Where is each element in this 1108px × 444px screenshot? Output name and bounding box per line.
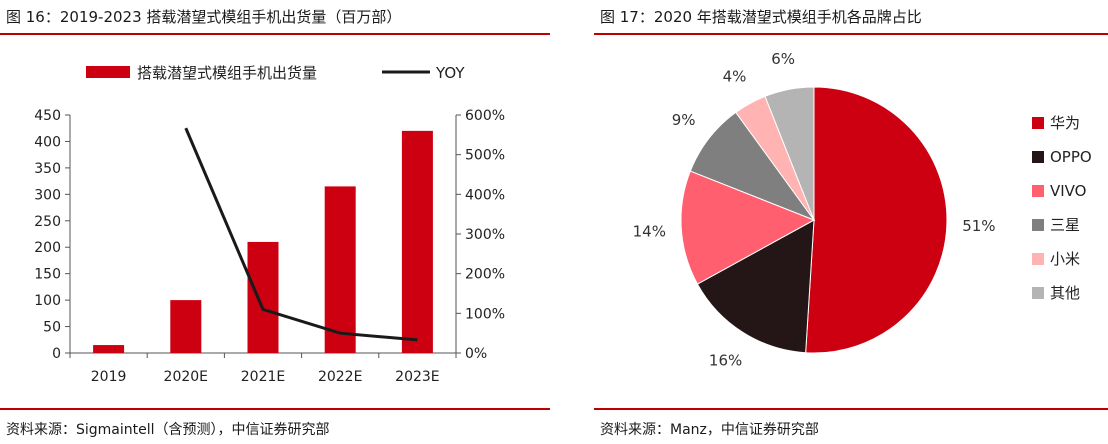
pie-value-label: 6% (771, 50, 795, 68)
bar-2019 (93, 345, 125, 353)
legend-label: OPPO (1050, 148, 1092, 166)
pie-slice-VIVO (680, 170, 816, 285)
pie-value-label: 14% (633, 222, 666, 240)
legend-bar-label: 搭载潜望式模组手机出货量 (137, 64, 317, 82)
yoy-line (184, 127, 418, 342)
bar-2022E (324, 186, 356, 353)
right-tick-label: 300% (465, 227, 505, 243)
right-tick-label: 100% (465, 306, 505, 322)
x-tick-label: 2022E (318, 369, 362, 385)
source-divider (0, 408, 550, 410)
x-tick-label: 2021E (241, 369, 285, 385)
bar-2021E (247, 241, 279, 353)
legend-swatch-VIVO (1032, 185, 1044, 197)
pie-slice-其他 (764, 86, 815, 221)
left-tick-label: 150 (34, 267, 61, 283)
left-tick-label: 100 (34, 293, 61, 309)
left-tick-label: 400 (34, 134, 61, 150)
legend-swatch-三星 (1032, 219, 1044, 231)
pie-value-label: 9% (672, 111, 696, 129)
right-tick-label: 200% (465, 267, 505, 283)
pie-slice-华为 (805, 86, 948, 354)
legend-label: 华为 (1050, 114, 1080, 132)
right-tick-label: 500% (465, 148, 505, 164)
left-tick-label: 300 (34, 187, 61, 203)
chart-16-source: 资料来源：Sigmaintell（含预测），中信证券研究部 (6, 422, 330, 438)
right-tick-label: 400% (465, 187, 505, 203)
source-divider (594, 408, 1108, 410)
x-tick-label: 2019 (91, 369, 127, 385)
shipment-chart: 0 50 100 150 200 250 300 350 400 450 0% 100% 200% 300… (34, 64, 505, 385)
x-tick-label: 2020E (164, 369, 208, 385)
pie-value-label: 4% (723, 67, 747, 85)
x-tick-label: 2023E (395, 369, 439, 385)
legend-label: VIVO (1050, 182, 1087, 200)
left-tick-label: 450 (34, 108, 61, 124)
bar-2023E (401, 130, 433, 353)
left-tick-label: 50 (43, 320, 61, 336)
brand-share-panel: 图 17：2020 年搭载潜望式模组手机各品牌占比 51% 16% 14% 9% 4% 6… (594, 0, 1108, 444)
legend-label: 小米 (1050, 250, 1080, 268)
pie-value-label: 16% (709, 351, 742, 369)
bar-2020E (170, 300, 202, 353)
chart-16-title: 图 16：2019-2023 搭载潜望式模组手机出货量（百万部） (6, 8, 402, 26)
left-tick-label: 250 (34, 214, 61, 230)
legend-bar-swatch (86, 66, 130, 78)
legend-swatch-其他 (1032, 287, 1044, 299)
title-divider (594, 33, 1108, 35)
legend-label: 三星 (1050, 216, 1080, 234)
pie-slice-OPPO (696, 219, 815, 354)
left-tick-label: 0 (52, 346, 61, 362)
legend-label: 其他 (1050, 284, 1080, 302)
chart-17-source: 资料来源：Manz，中信证券研究部 (600, 422, 819, 438)
right-tick-label: 0% (465, 346, 487, 362)
chart-17-title: 图 17：2020 年搭载潜望式模组手机各品牌占比 (600, 8, 922, 26)
right-tick-label: 600% (465, 108, 505, 124)
title-divider (0, 33, 550, 35)
legend-line-label: YOY (435, 64, 465, 82)
legend-swatch-小米 (1032, 253, 1044, 265)
left-tick-label: 350 (34, 161, 61, 177)
shipment-chart-panel: 图 16：2019-2023 搭载潜望式模组手机出货量（百万部） 0 50 100 1… (0, 0, 550, 444)
legend-swatch-OPPO (1032, 151, 1044, 163)
pie-value-label: 51% (962, 217, 995, 235)
legend-swatch-华为 (1032, 117, 1044, 129)
left-tick-label: 200 (34, 240, 61, 256)
